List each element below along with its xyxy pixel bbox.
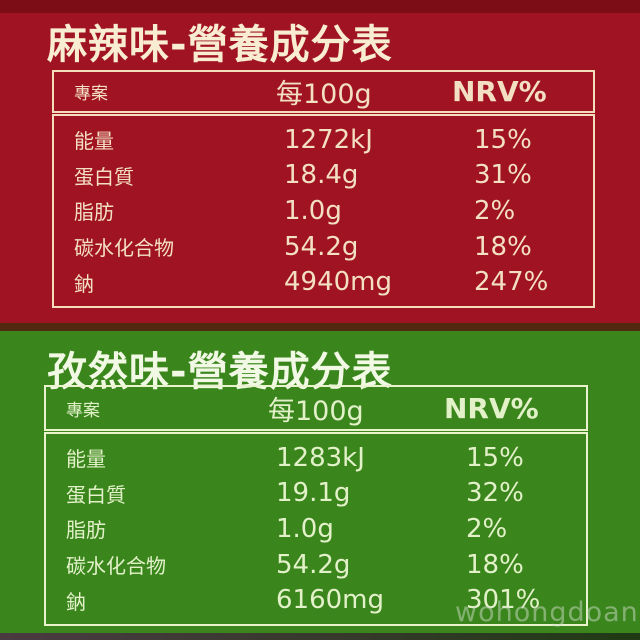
table-row: 蛋白質 18.4g 31% (54, 158, 593, 194)
row-nrv: 301% (466, 585, 541, 616)
row-label: 碳水化合物 (74, 236, 174, 261)
header-nrv-label: NRV% (444, 391, 539, 425)
header-per100g-label: 每100g (276, 79, 372, 110)
section-divider (0, 323, 640, 331)
row-label: 能量 (66, 447, 106, 472)
row-nrv: 2% (474, 195, 516, 226)
row-nrv: 15% (466, 442, 524, 473)
row-nrv: 31% (474, 160, 532, 191)
row-label: 脂肪 (66, 518, 106, 543)
header-nrv-label: NRV% (452, 75, 547, 108)
row-value: 19.1g (276, 478, 351, 509)
row-value: 1272kJ (284, 124, 373, 155)
table-row: 蛋白質 19.1g 32% (46, 476, 586, 512)
table-row: 能量 1272kJ 15% (54, 122, 593, 158)
row-nrv: 18% (474, 231, 532, 262)
row-label: 能量 (74, 129, 114, 154)
row-nrv: 18% (466, 549, 524, 580)
flavor-title: 麻辣味-營養成分表 (47, 22, 393, 68)
nutrition-table: 專案 每100g NRV% 能量 1283kJ 15% 蛋白質 19.1g 32… (44, 385, 588, 626)
header-item-label: 專案 (74, 84, 108, 104)
row-nrv: 2% (466, 513, 508, 544)
table-row: 碳水化合物 54.2g 18% (46, 547, 586, 583)
table-row: 鈉 4940mg 247% (54, 264, 593, 300)
row-nrv: 32% (466, 478, 524, 509)
row-value: 1.0g (284, 195, 342, 226)
table-header-row: 專案 每100g NRV% (52, 70, 595, 113)
row-label: 碳水化合物 (66, 554, 166, 579)
row-label: 鈉 (74, 271, 94, 296)
flavor-title: 孜然味-營養成分表 (47, 349, 393, 395)
table-header-row: 專案 每100g NRV% (44, 385, 588, 431)
table-row: 脂肪 1.0g 2% (46, 511, 586, 547)
row-nrv: 15% (474, 124, 532, 155)
section-cumin-nutrition: 孜然味-營養成分表 專案 每100g NRV% 能量 1283kJ 15% 蛋白… (0, 331, 640, 633)
row-value: 18.4g (284, 160, 359, 191)
table-row: 能量 1283kJ 15% (46, 440, 586, 476)
table-row: 鈉 6160mg 301% (46, 582, 586, 618)
table-body: 能量 1283kJ 15% 蛋白質 19.1g 32% 脂肪 1.0g 2% 碳… (44, 432, 588, 626)
bottom-shade-band (0, 633, 640, 640)
row-value: 1.0g (276, 513, 334, 544)
table-row: 碳水化合物 54.2g 18% (54, 229, 593, 265)
row-value: 1283kJ (276, 442, 365, 473)
row-value: 6160mg (276, 585, 384, 616)
row-value: 4940mg (284, 267, 392, 298)
table-row: 脂肪 1.0g 2% (54, 193, 593, 229)
row-value: 54.2g (284, 231, 359, 262)
row-nrv: 247% (474, 267, 549, 298)
header-per100g-label: 每100g (268, 395, 364, 427)
nutrition-table: 專案 每100g NRV% 能量 1272kJ 15% 蛋白質 18.4g 31… (52, 70, 595, 308)
row-label: 蛋白質 (66, 482, 126, 507)
top-shade-band (0, 0, 640, 13)
row-label: 脂肪 (74, 200, 114, 225)
section-spicy-nutrition: 麻辣味-營養成分表 專案 每100g NRV% 能量 1272kJ 15% 蛋白… (0, 0, 640, 308)
table-body: 能量 1272kJ 15% 蛋白質 18.4g 31% 脂肪 1.0g 2% 碳… (52, 114, 595, 308)
header-item-label: 專案 (66, 400, 100, 421)
row-label: 蛋白質 (74, 164, 134, 189)
row-value: 54.2g (276, 549, 351, 580)
row-label: 鈉 (66, 589, 86, 614)
